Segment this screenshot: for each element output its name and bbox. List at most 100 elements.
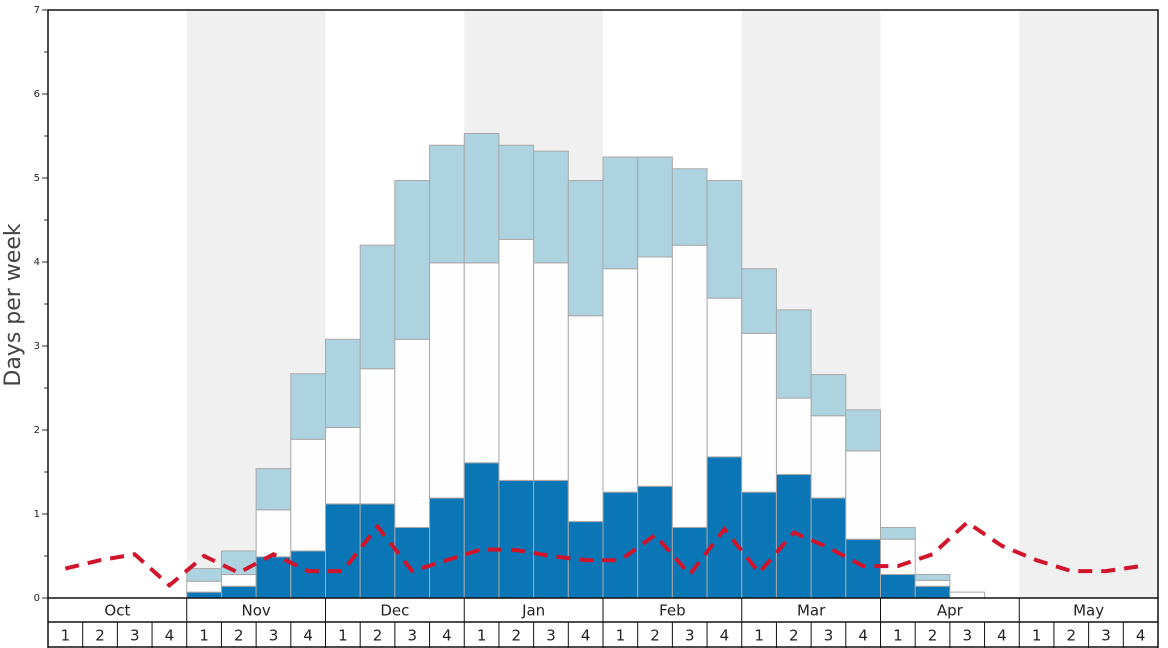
bar-segment: [602, 156, 639, 270]
bar-segment: [220, 585, 257, 599]
month-shade: [1019, 10, 1158, 598]
bar-segment: [429, 262, 465, 499]
bar-segment: [394, 526, 431, 599]
bar-segment: [498, 144, 535, 240]
bar-segment: [845, 538, 881, 599]
x-tick-label: 3: [962, 627, 972, 645]
bar-segment: [290, 438, 326, 552]
bar-segment: [671, 244, 708, 528]
x-tick-label: 1: [616, 627, 626, 645]
bar-segment: [255, 509, 292, 558]
bar-segment: [463, 262, 500, 464]
bar-segment: [845, 409, 881, 452]
month-label: May: [1073, 602, 1104, 620]
bar-segment: [880, 573, 916, 599]
bar-segment: [775, 309, 812, 399]
bar-segment: [706, 180, 743, 299]
y-tick-label: 3: [34, 341, 40, 352]
month-label: Jan: [521, 602, 545, 620]
month-label: Feb: [659, 602, 686, 620]
x-tick-label: 4: [997, 627, 1007, 645]
bar-segment: [949, 591, 986, 599]
bar-segment: [325, 338, 361, 428]
x-tick-label: 3: [407, 627, 417, 645]
x-tick-label: 3: [546, 627, 556, 645]
bar-segment: [533, 262, 569, 481]
month-label: Nov: [241, 602, 270, 620]
x-tick-label: 1: [1032, 627, 1042, 645]
month-label: Dec: [380, 602, 409, 620]
x-tick-label: 2: [928, 627, 938, 645]
y-axis-label: Days per week: [1, 223, 26, 386]
bar-segment: [602, 491, 639, 599]
bar-segment: [567, 180, 604, 317]
bar-segment: [741, 332, 777, 493]
x-tick-label: 3: [269, 627, 279, 645]
y-tick-label: 1: [34, 509, 40, 520]
bar-segment: [880, 538, 916, 575]
bar-segment: [186, 568, 222, 582]
month-label: Mar: [797, 602, 826, 620]
x-tick-label: 2: [95, 627, 105, 645]
bar-segment: [810, 374, 847, 417]
bar-segment: [186, 580, 222, 593]
y-tick-label: 7: [34, 5, 40, 16]
x-tick-label: 1: [893, 627, 903, 645]
bar-segment: [220, 573, 257, 587]
bar-segment: [775, 397, 812, 476]
bar-segment: [637, 256, 673, 487]
x-tick-label: 3: [1101, 627, 1111, 645]
bar-segment: [394, 338, 431, 528]
bar-segment: [429, 497, 465, 599]
bar-segment: [325, 426, 361, 505]
bar-segment: [533, 479, 569, 599]
bar-segment: [463, 462, 500, 599]
bar-segment: [394, 180, 431, 340]
x-tick-label: 4: [303, 627, 313, 645]
bar-segment: [498, 238, 535, 481]
trend-line: [64, 519, 1141, 589]
x-tick-label: 1: [477, 627, 487, 645]
bar-segment: [637, 156, 673, 258]
bar-segment: [255, 468, 292, 511]
x-tick-label: 2: [234, 627, 244, 645]
bar-segment: [325, 503, 361, 599]
x-tick-label: 2: [373, 627, 383, 645]
x-tick-label: 4: [1136, 627, 1146, 645]
bar-segment: [290, 373, 326, 440]
x-tick-label: 1: [199, 627, 209, 645]
bar-segment: [602, 268, 639, 493]
bar-segment: [914, 579, 951, 587]
bar-segment: [359, 244, 396, 370]
bar-segment: [463, 132, 500, 264]
bar-segment: [741, 491, 777, 599]
y-tick-label: 5: [34, 173, 40, 184]
x-tick-label: 3: [824, 627, 834, 645]
x-tick-label: 2: [789, 627, 799, 645]
bar-segment: [429, 144, 465, 264]
x-tick-label: 4: [165, 627, 175, 645]
x-tick-label: 2: [512, 627, 522, 645]
bar-segment: [775, 474, 812, 599]
y-tick-label: 6: [34, 89, 40, 100]
x-tick-label: 2: [650, 627, 660, 645]
bar-segment: [845, 450, 881, 540]
x-tick-label: 3: [685, 627, 695, 645]
bar-segment: [914, 573, 951, 581]
bar-segment: [567, 315, 604, 523]
bar-segment: [810, 497, 847, 599]
bar-segment: [255, 556, 292, 599]
bar-segment: [359, 503, 396, 599]
y-tick-label: 4: [34, 257, 40, 268]
bar-segment: [359, 368, 396, 505]
x-tick-label: 4: [581, 627, 591, 645]
y-tick-label: 2: [34, 425, 40, 436]
x-tick-label: 4: [720, 627, 730, 645]
x-tick-label: 1: [61, 627, 71, 645]
bar-segment: [290, 550, 326, 599]
x-tick-label: 2: [1067, 627, 1077, 645]
bar-segment: [880, 526, 916, 540]
bar-segment: [741, 268, 777, 334]
month-label: Oct: [104, 602, 130, 620]
